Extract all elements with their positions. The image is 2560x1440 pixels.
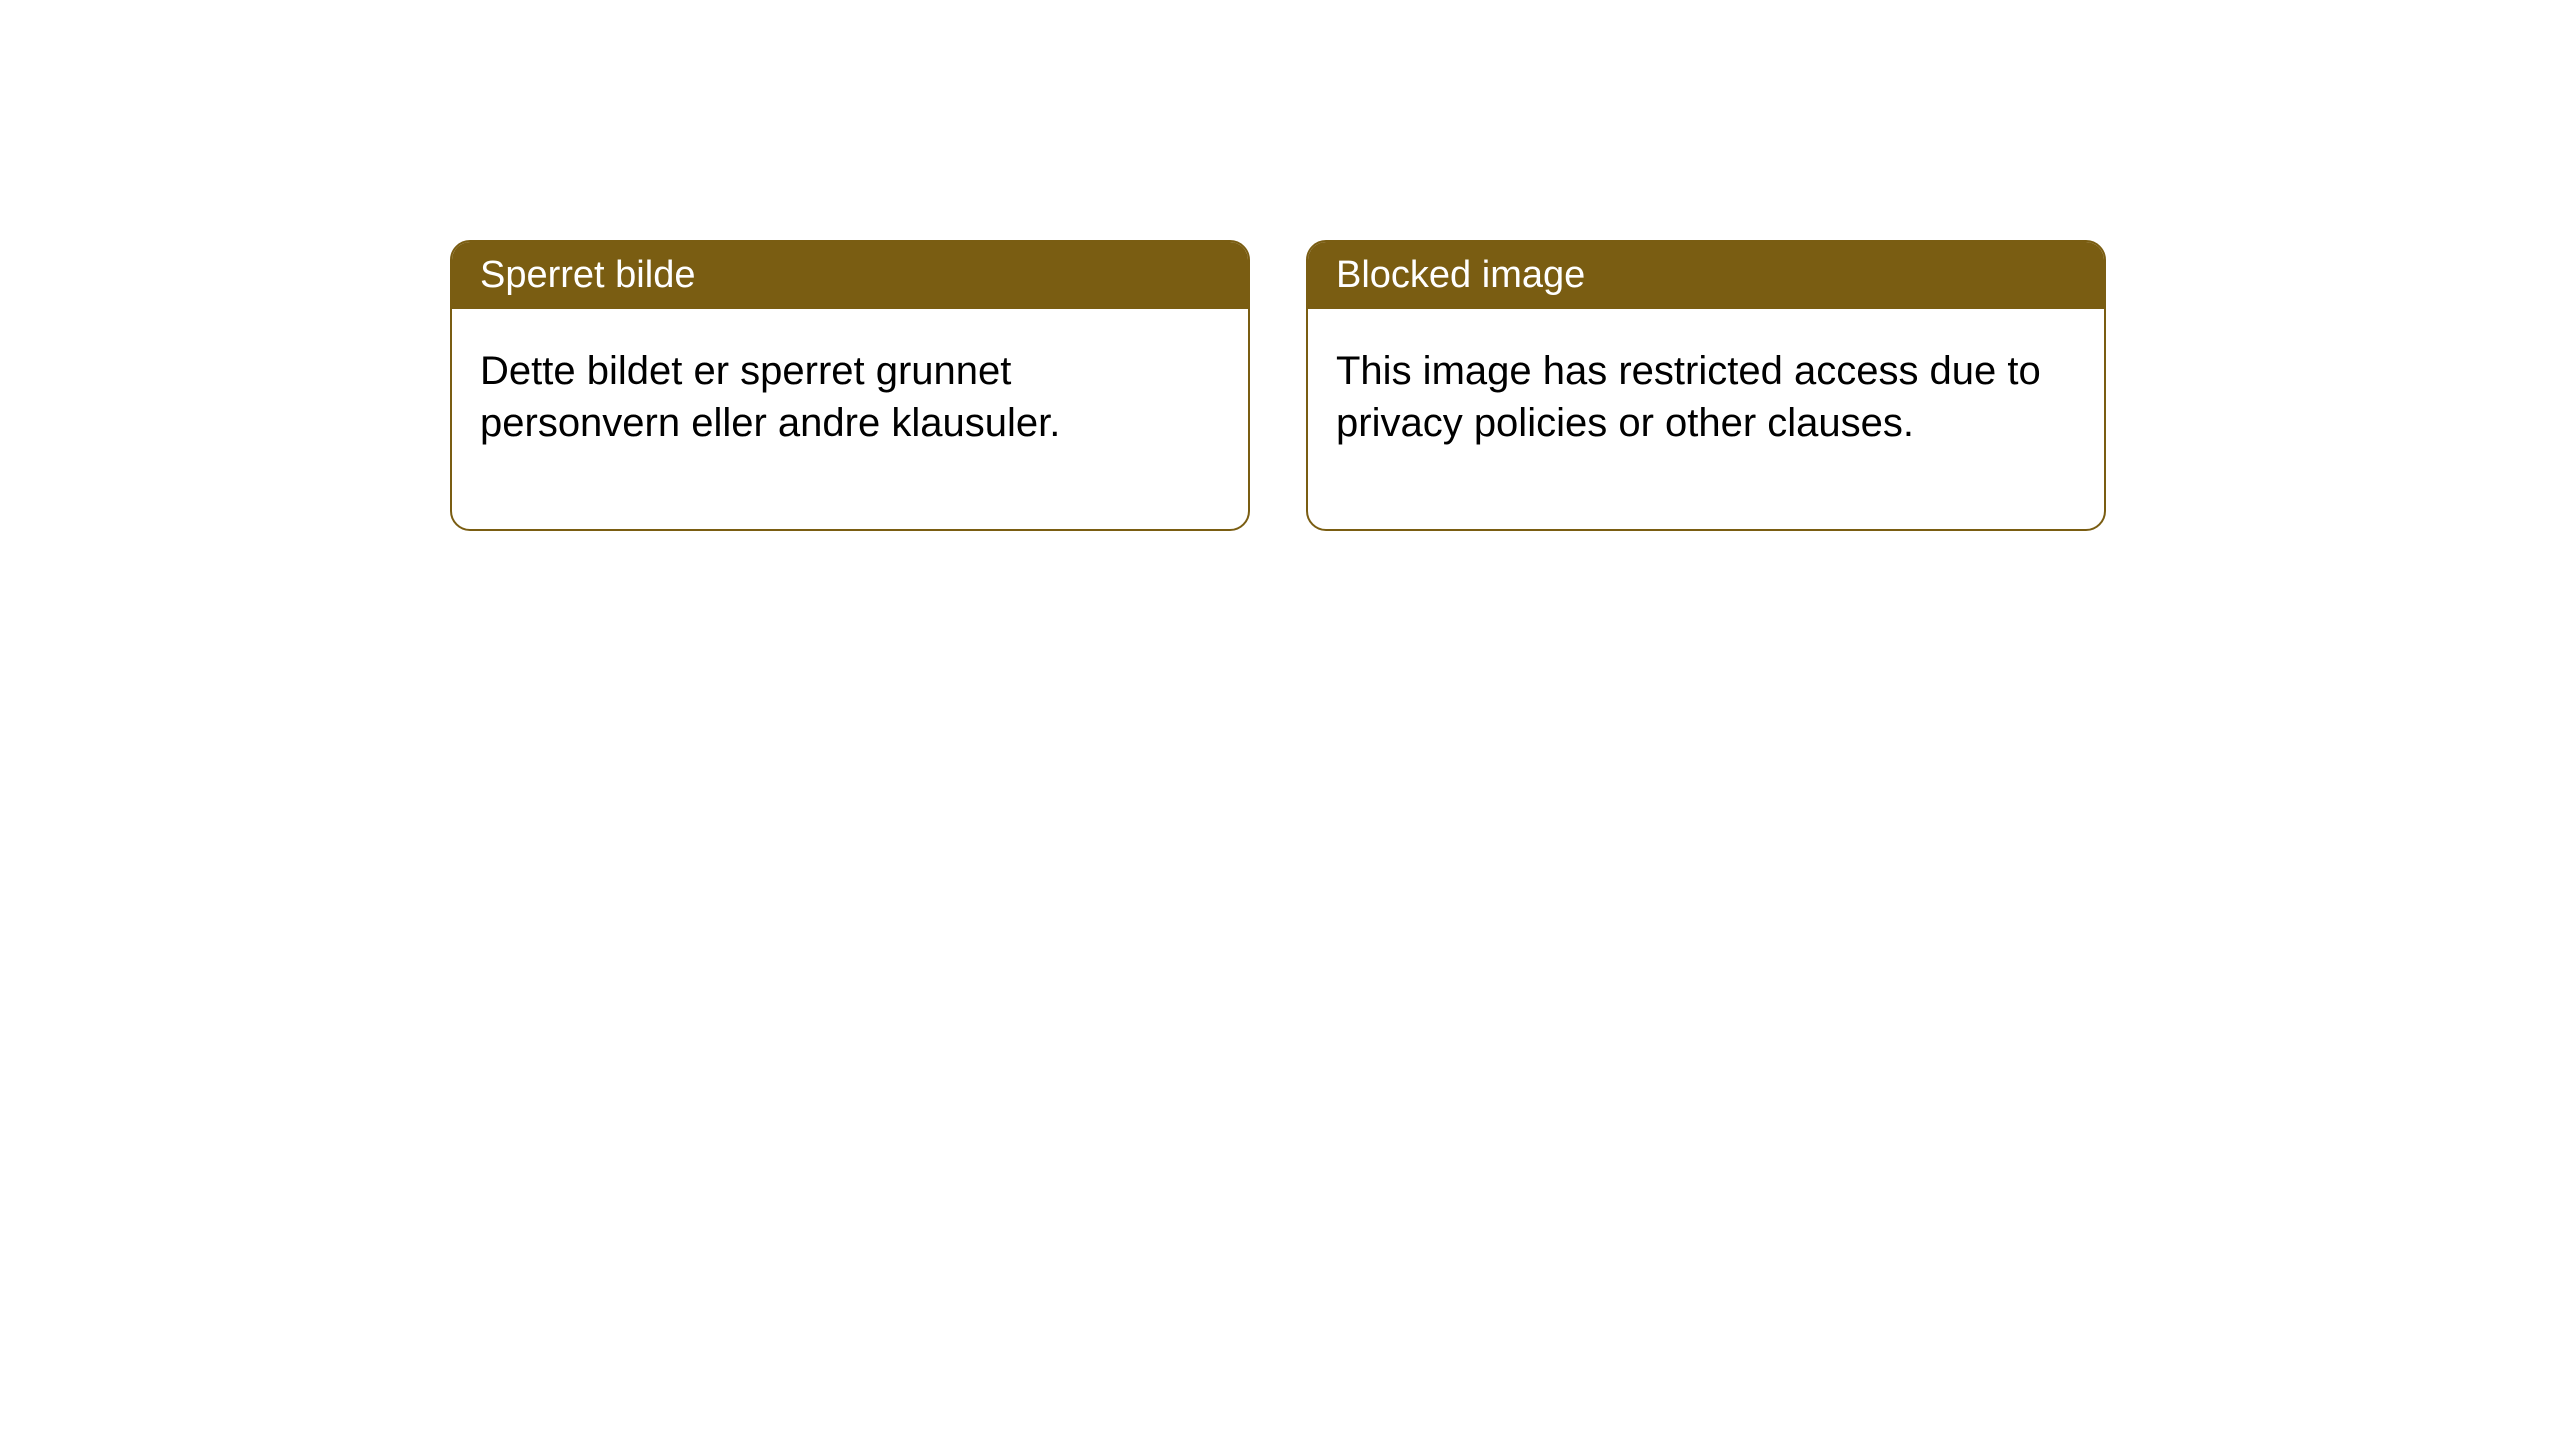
blocked-image-card-norwegian: Sperret bilde Dette bildet er sperret gr… [450,240,1250,531]
card-header-norwegian: Sperret bilde [452,242,1248,309]
card-body-text-english: This image has restricted access due to … [1336,349,2041,445]
card-body-text-norwegian: Dette bildet er sperret grunnet personve… [480,349,1060,445]
card-title-norwegian: Sperret bilde [480,254,695,296]
card-title-english: Blocked image [1336,254,1585,296]
notice-container: Sperret bilde Dette bildet er sperret gr… [450,240,2106,531]
card-body-english: This image has restricted access due to … [1308,309,2104,529]
blocked-image-card-english: Blocked image This image has restricted … [1306,240,2106,531]
card-body-norwegian: Dette bildet er sperret grunnet personve… [452,309,1248,529]
card-header-english: Blocked image [1308,242,2104,309]
